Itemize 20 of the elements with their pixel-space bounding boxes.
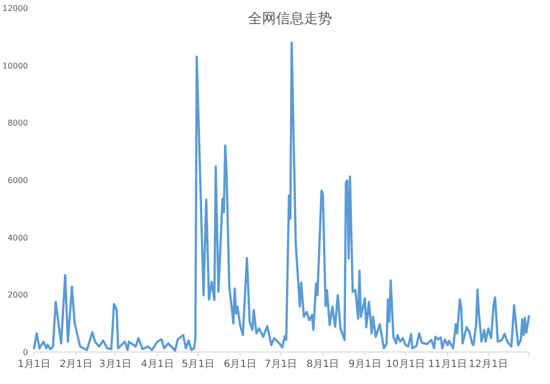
y-tick-label: 10000 <box>2 61 28 70</box>
x-tick-label: 6月1日 <box>224 359 257 370</box>
x-tick-label: 1月1日 <box>18 359 50 370</box>
y-tick-label: 6000 <box>8 176 28 185</box>
x-tick-label: 8月1日 <box>306 359 340 370</box>
x-tick-label: 9月1日 <box>348 359 382 370</box>
y-tick-label: 2000 <box>8 290 28 300</box>
x-tick-label: 11月1日 <box>428 359 468 370</box>
x-tick-label: 12月1日 <box>468 359 508 370</box>
x-tick-label: 7月1日 <box>264 359 298 370</box>
x-tick-label: 10月1日 <box>386 359 426 370</box>
x-tick-label: 5月1日 <box>182 359 214 370</box>
x-tick-label: 3月1日 <box>99 359 132 370</box>
y-tick-label: 4000 <box>8 233 28 242</box>
y-tick-label: 0 <box>22 348 28 357</box>
y-tick-label: 12000 <box>2 4 28 13</box>
title: 全网信息走势 <box>248 11 332 27</box>
x-tick-label: 2月1日 <box>60 359 92 370</box>
y-tick-label: 8000 <box>8 118 28 128</box>
x-tick-label: 4月1日 <box>141 359 174 370</box>
